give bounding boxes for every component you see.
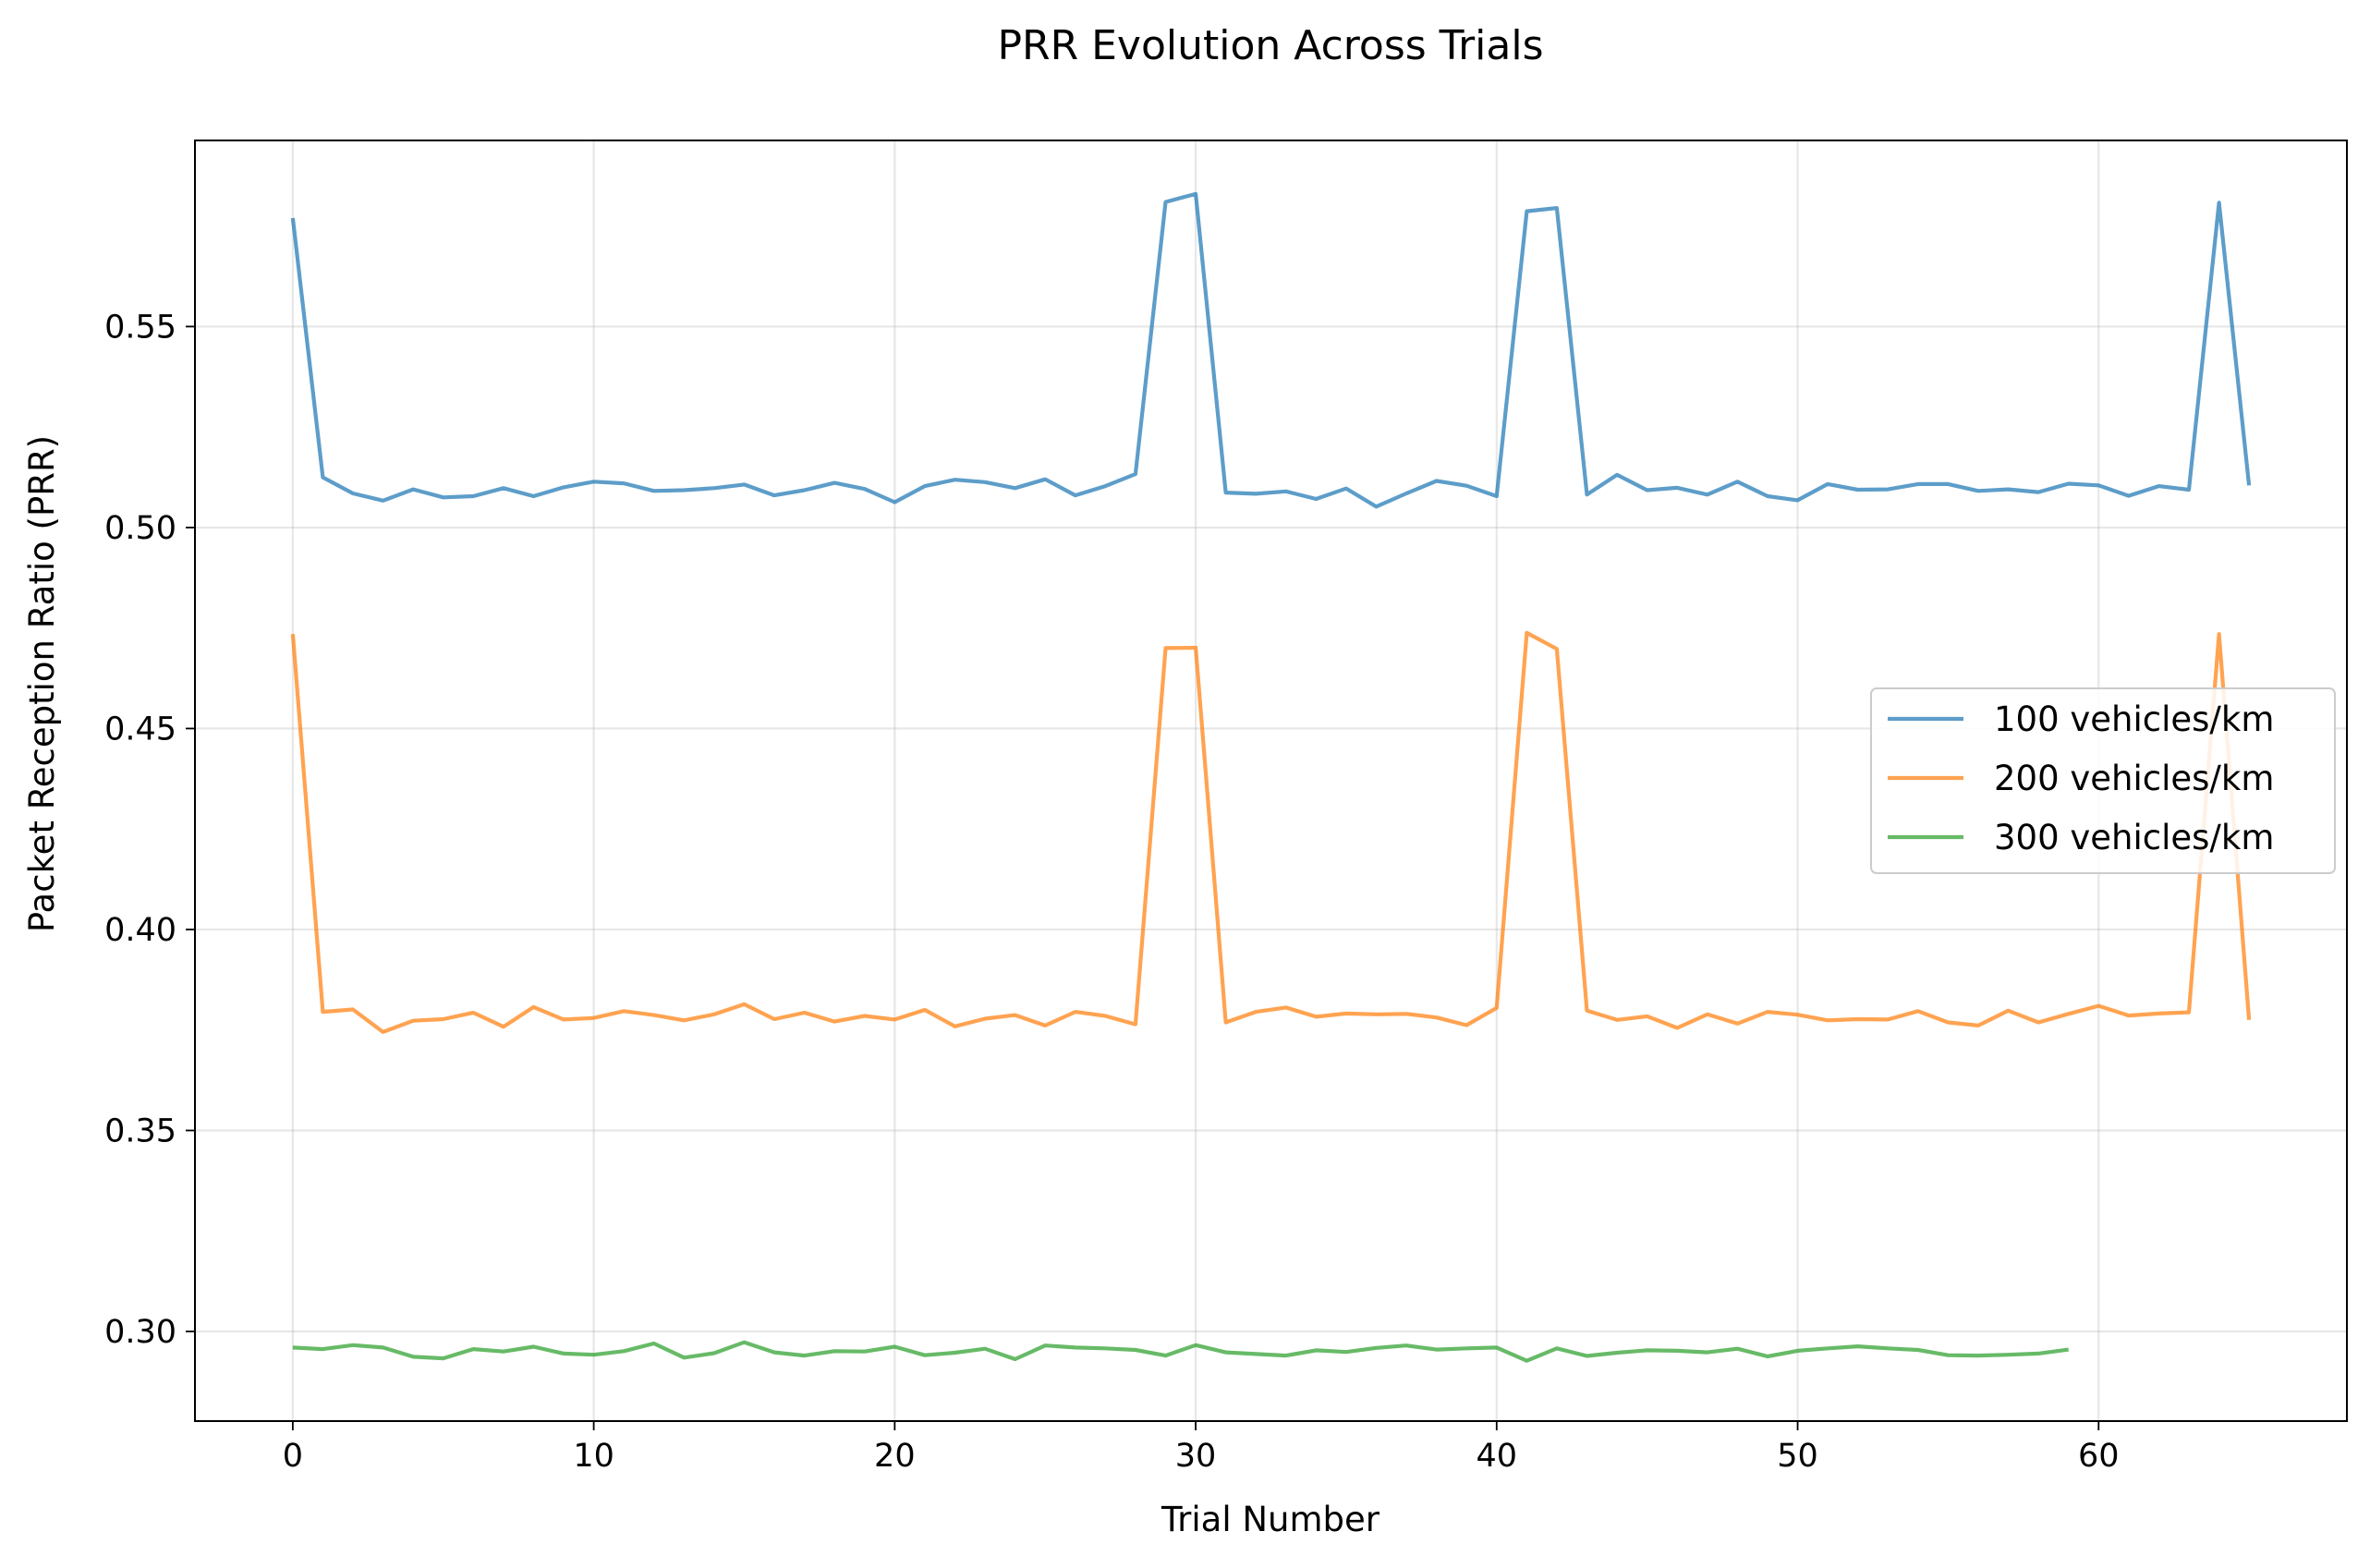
x-tick-label: 20	[874, 1438, 916, 1475]
legend-label-100: 100 vehicles/km	[1994, 699, 2274, 739]
chart-title: PRR Evolution Across Trials	[997, 22, 1543, 69]
x-tick-label: 50	[1777, 1438, 1818, 1475]
y-tick-label: 0.40	[104, 912, 176, 949]
y-tick-label: 0.30	[104, 1314, 176, 1351]
legend-label-200: 200 vehicles/km	[1994, 759, 2274, 798]
x-tick-label: 10	[573, 1438, 614, 1475]
y-axis-label: Packet Reception Ratio (PRR)	[22, 435, 62, 932]
x-tick-label: 0	[283, 1438, 303, 1475]
series-line-300-vehicles-km	[292, 1340, 2069, 1363]
y-tick-label: 0.50	[104, 510, 176, 547]
series-line-200-vehicles-km	[290, 630, 2252, 1035]
x-tick-label: 30	[1175, 1438, 1217, 1475]
legend-box	[1870, 687, 2336, 874]
legend-label-300: 300 vehicles/km	[1994, 818, 2274, 857]
series-layer	[290, 191, 2252, 1363]
series-line-100-vehicles-km	[290, 191, 2252, 509]
plot-area-frame	[194, 140, 2348, 1422]
y-axis: 0.30 0.35 0.40 0.45 0.50 0.55	[104, 309, 195, 1351]
x-axis: 0 10 20 30 40 50 60	[283, 1421, 2120, 1475]
x-axis-label: Trial Number	[1161, 1500, 1380, 1539]
x-tick-label: 60	[2078, 1438, 2120, 1475]
y-tick-label: 0.45	[104, 711, 176, 748]
y-tick-label: 0.35	[104, 1112, 176, 1149]
y-tick-label: 0.55	[104, 309, 176, 346]
x-tick-label: 40	[1477, 1438, 1518, 1475]
legend: 100 vehicles/km 200 vehicles/km 300 vehi…	[1870, 687, 2336, 874]
